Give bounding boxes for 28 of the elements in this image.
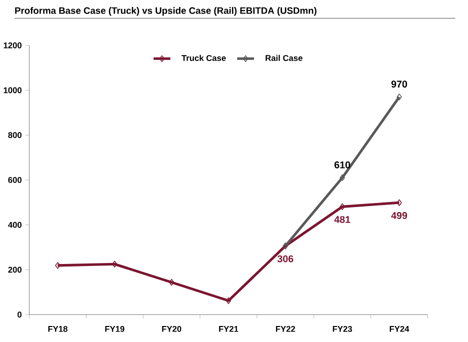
y-tick-label: 800 <box>8 132 22 138</box>
legend-label: Truck Case <box>182 54 226 61</box>
data-label: 481 <box>334 216 350 223</box>
y-tick-label: 400 <box>8 222 22 228</box>
y-tick-label: 200 <box>8 266 22 273</box>
point <box>55 262 60 269</box>
chart-title: Proforma Base Case (Truck) vs Upside Case (Rail) EBITDA (USDmn) <box>15 6 316 16</box>
y-tick-label: 600 <box>8 176 22 183</box>
data-label: 499 <box>391 212 408 219</box>
data-label: 970 <box>391 80 408 88</box>
x-tick-label: FY20 <box>162 326 182 332</box>
x-tick-label: FY21 <box>219 326 238 332</box>
x-tick-label: FY18 <box>48 326 68 332</box>
y-tick-label: 1000 <box>4 87 22 94</box>
x-tick-label: FY23 <box>332 326 352 332</box>
point <box>226 297 232 304</box>
point <box>340 203 345 210</box>
legend-label: Rail Case <box>266 54 302 61</box>
point <box>168 278 174 286</box>
point <box>396 199 402 206</box>
point <box>112 260 118 268</box>
data-label: 306 <box>277 255 294 262</box>
x-tick-label: FY24 <box>390 326 410 332</box>
x-tick-label: FY22 <box>276 326 296 332</box>
y-tick-label: 0 <box>18 312 22 318</box>
data-label: 610 <box>334 161 350 168</box>
y-tick-label: 1200 <box>4 42 22 48</box>
x-tick-label: FY19 <box>105 326 124 332</box>
